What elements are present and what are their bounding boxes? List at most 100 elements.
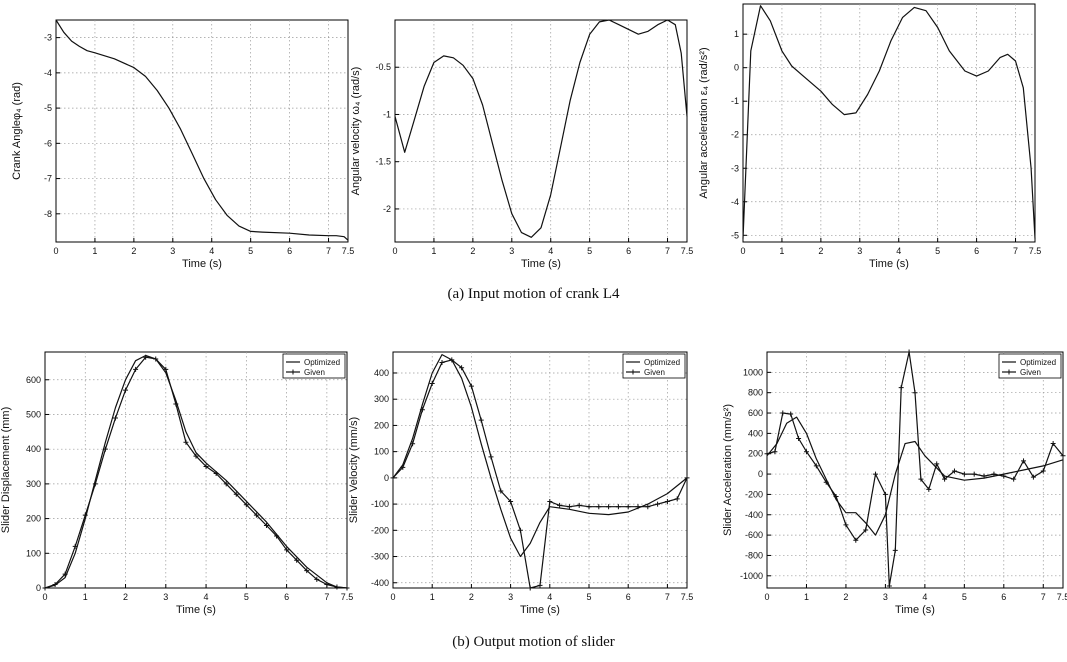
- data-point: [233, 491, 239, 497]
- series-line-main: [742, 5, 1036, 239]
- data-point: [934, 461, 940, 467]
- legend-box: [622, 353, 686, 379]
- x-tick-label: 3: [883, 592, 888, 602]
- data-point: [912, 390, 918, 396]
- x-tick-label: 4: [896, 246, 901, 256]
- y-tick-label: 500: [26, 409, 41, 419]
- y-tick-label: 0: [734, 63, 739, 73]
- data-point: [183, 439, 189, 445]
- data-point: [133, 366, 139, 372]
- data-point: [981, 473, 987, 479]
- data-point: [537, 582, 543, 588]
- y-tick-label: 200: [26, 514, 41, 524]
- data-point: [243, 502, 249, 508]
- data-point: [576, 502, 582, 508]
- x-tick-label: 4: [204, 592, 209, 602]
- data-point: [223, 481, 229, 487]
- data-point: [274, 533, 280, 539]
- x-tick-label: 0: [53, 246, 58, 256]
- y-tick-label: 400: [26, 444, 41, 454]
- data-point: [664, 498, 670, 504]
- x-tick-label: 2: [123, 592, 128, 602]
- data-point: [459, 365, 465, 371]
- data-point: [645, 504, 651, 510]
- data-point: [863, 527, 869, 533]
- plot-area: [394, 19, 688, 243]
- x-axis-label: Time (s): [176, 604, 216, 616]
- x-tick-label: 3: [509, 246, 514, 256]
- y-tick-label: 100: [374, 447, 389, 457]
- y-tick-label: -3: [44, 33, 52, 43]
- y-tick-label: 400: [748, 428, 763, 438]
- data-point: [823, 479, 829, 485]
- x-tick-label: 3: [857, 246, 862, 256]
- y-tick-label: 600: [26, 375, 41, 385]
- y-tick-label: 0: [758, 469, 763, 479]
- data-point: [102, 446, 108, 452]
- series-line-main: [394, 19, 688, 238]
- x-axis-label: Time (s): [520, 604, 560, 616]
- series-line-main: [55, 19, 349, 241]
- chart-5: 0 1 2 3 4 5 6 7 7.5 400 300 200 100 0 -100 -200 -300 -400…: [348, 351, 693, 616]
- data-point: [547, 498, 553, 504]
- data-point: [764, 451, 770, 457]
- x-tick-label: 1: [804, 592, 809, 602]
- data-point: [1011, 476, 1017, 482]
- data-point: [344, 585, 350, 591]
- data-point: [449, 357, 455, 363]
- x-tick-label: 0: [740, 246, 745, 256]
- x-tick-label: 5: [587, 246, 592, 256]
- y-tick-label: -400: [371, 578, 389, 588]
- x-tick-label: 6: [626, 592, 631, 602]
- legend-entry: Given: [304, 368, 325, 377]
- data-point: [961, 471, 967, 477]
- y-tick-label: -1: [731, 96, 739, 106]
- data-point: [843, 522, 849, 528]
- data-point: [478, 417, 484, 423]
- data-point: [488, 454, 494, 460]
- data-point: [772, 449, 778, 455]
- chart-2: 0 1 2 3 4 5 6 7 7.5 -0.5 -1 -1.5 -2 Time (s) Angular v…: [350, 19, 693, 270]
- data-point: [517, 527, 523, 533]
- data-point: [926, 486, 932, 492]
- y-tick-label: -200: [745, 489, 763, 499]
- x-tick-label: 7.5: [1029, 246, 1042, 256]
- data-point: [92, 481, 98, 487]
- y-tick-label: -4: [44, 68, 52, 78]
- x-tick-label: 5: [244, 592, 249, 602]
- x-tick-label: 2: [843, 592, 848, 602]
- x-tick-label: 2: [470, 246, 475, 256]
- data-point: [655, 501, 661, 507]
- x-tick-label: 4: [548, 246, 553, 256]
- y-tick-label: -4: [731, 197, 739, 207]
- data-point: [123, 387, 129, 393]
- data-point: [163, 366, 169, 372]
- data-point: [566, 504, 572, 510]
- x-tick-label: 5: [586, 592, 591, 602]
- data-point: [400, 464, 406, 470]
- chart-6: 0 1 2 3 4 5 6 7 7.5 1000 800 600 400 200 0 -200 -400 -600…: [722, 349, 1067, 616]
- y-tick-label: 0: [384, 473, 389, 483]
- y-tick-label: 300: [26, 479, 41, 489]
- legend-entry: Optimized: [1020, 358, 1056, 367]
- data-point: [324, 582, 330, 588]
- y-tick-label: 100: [26, 548, 41, 558]
- plot-area: [742, 3, 1036, 243]
- y-tick-label: -400: [745, 510, 763, 520]
- legend-entry: Optimized: [304, 358, 340, 367]
- data-point: [892, 547, 898, 553]
- y-tick-label: -300: [371, 552, 389, 562]
- data-point: [596, 504, 602, 510]
- y-tick-label: 300: [374, 394, 389, 404]
- y-tick-label: 1000: [743, 367, 763, 377]
- y-tick-label: -0.5: [375, 62, 391, 72]
- data-point: [1021, 458, 1027, 464]
- y-tick-label: -200: [371, 525, 389, 535]
- data-point: [527, 585, 533, 591]
- data-point: [213, 470, 219, 476]
- x-tick-label: 6: [626, 246, 631, 256]
- legend-marker: [290, 369, 296, 375]
- data-point: [52, 582, 58, 588]
- data-point: [1040, 468, 1046, 474]
